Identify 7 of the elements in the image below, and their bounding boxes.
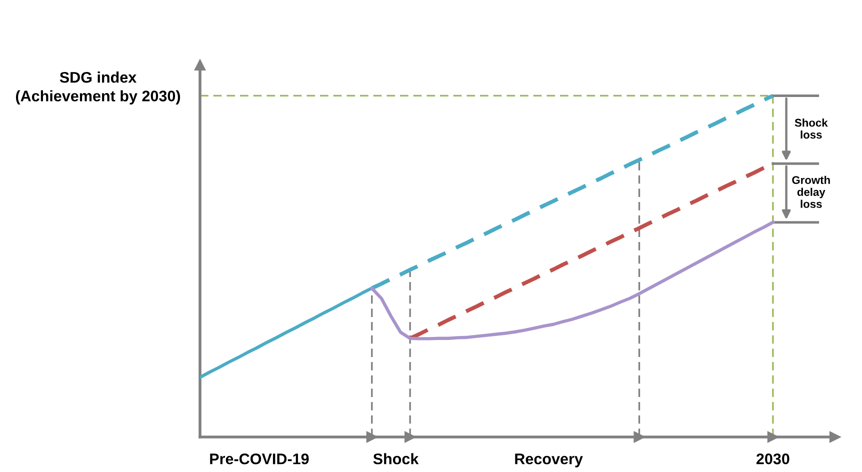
text: Growth delay loss: [792, 176, 830, 208]
y-axis-title: SDG index (Achievement by 2030): [16, 72, 180, 104]
text: Pre-COVID-19: [210, 453, 309, 464]
text: Shock loss: [794, 118, 828, 139]
text: Shock: [373, 453, 419, 464]
text: Recovery: [515, 454, 583, 468]
text: 2030: [756, 453, 790, 464]
